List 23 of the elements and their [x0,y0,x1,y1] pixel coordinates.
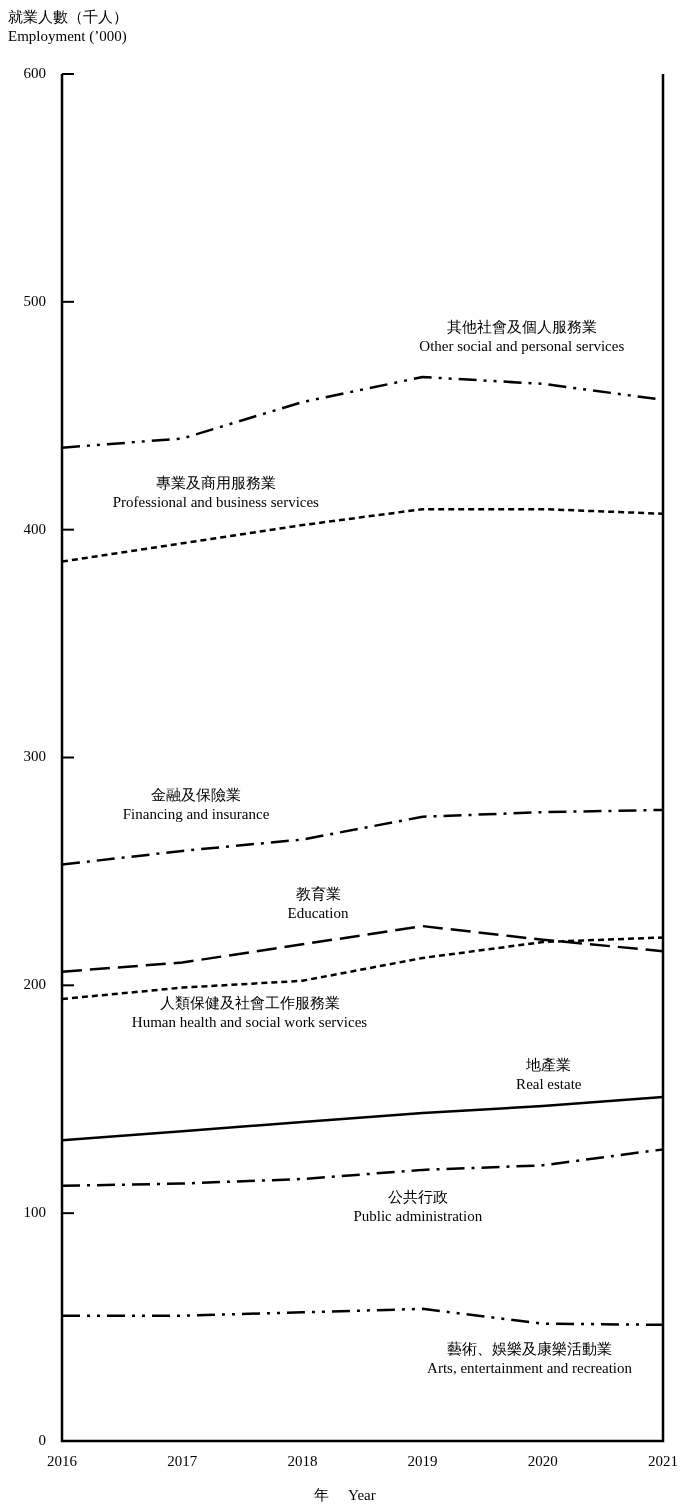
series-label: 人類保健及社會工作服務業 Human health and social work services [131,995,368,1031]
y-tick-label: 600 [23,64,46,81]
series-label: 專業及商用服務業 Professional and business services [112,474,320,510]
y-tick-label: 300 [23,748,46,765]
y-tick-label: 100 [23,1204,46,1221]
series-label: 藝術、娛樂及康樂活動業 Arts, entertainment and recreation [427,1341,633,1377]
x-axis-title: 年 Year [313,1486,377,1505]
series-label: 公共行政 Public administration [353,1188,483,1224]
x-tick-label: 2017 [167,1452,198,1469]
series-label: 教育業 Education [287,886,349,922]
series-label: 地產業 Real estate [516,1057,582,1093]
x-tick-label: 2018 [287,1452,318,1469]
series-label: 金融及保險業 Financing and insurance [122,787,270,823]
x-tick-label: 2019 [407,1452,438,1469]
y-axis-title: 就業人數（千人） Employment (’000) [8,8,128,46]
y-tick-label: 400 [23,520,46,537]
y-tick-label: 200 [23,976,46,993]
x-tick-label: 2021 [648,1452,678,1469]
y-tick-label: 500 [23,292,46,309]
x-tick-label: 2020 [527,1452,558,1469]
y-tick-label: 0 [38,1431,46,1448]
series-label: 其他社會及個人服務業 Other social and personal services [419,319,625,355]
x-tick-label: 2016 [47,1452,78,1469]
